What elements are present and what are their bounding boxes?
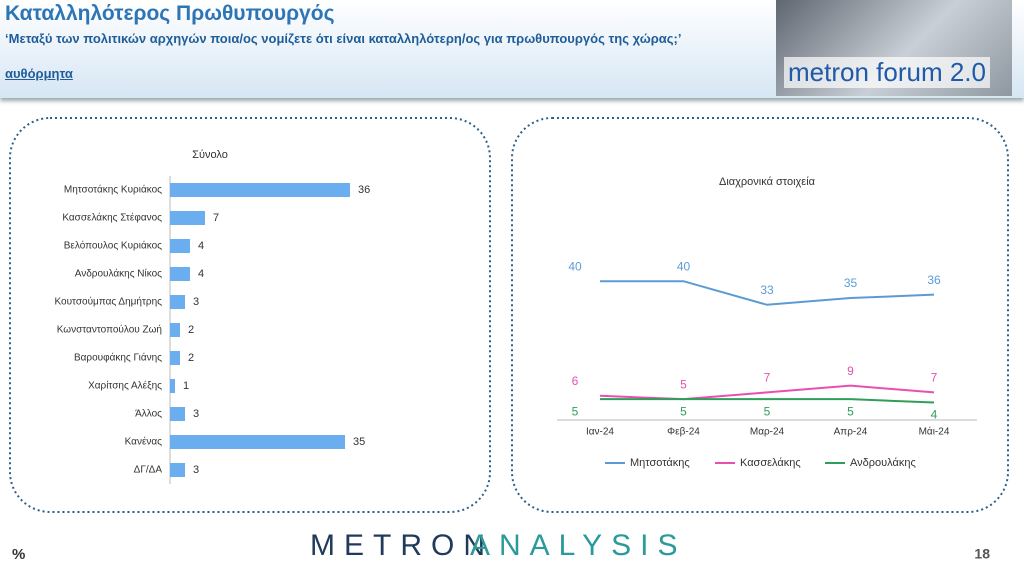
data-label: 2 xyxy=(188,352,194,364)
logo: metron forum 2.0 xyxy=(776,0,1012,96)
data-label: 4 xyxy=(198,268,204,280)
data-label: 5 xyxy=(572,404,579,418)
data-label: 6 xyxy=(572,374,579,388)
brand: ANALYSIS xyxy=(470,529,687,562)
data-label: 7 xyxy=(764,371,771,385)
data-label: 7 xyxy=(931,371,938,385)
bar xyxy=(170,295,185,309)
data-label: 33 xyxy=(760,283,774,297)
category-label: ΔΓ/ΔΑ xyxy=(134,465,163,476)
category-label: Άλλος xyxy=(135,409,162,420)
data-label: 3 xyxy=(193,464,199,476)
bar xyxy=(170,211,205,225)
logo-text: metron forum 2.0 xyxy=(784,57,990,88)
title: Καταλληλότερος Πρωθυπουργός xyxy=(5,2,335,25)
bar xyxy=(170,351,180,365)
data-label: 36 xyxy=(358,184,370,196)
data-label: 35 xyxy=(353,436,365,448)
header: Καταλληλότερος Πρωθυπουργός ‘Μεταξύ των … xyxy=(0,0,1024,98)
category-label: Κανένας xyxy=(125,436,163,448)
series-line xyxy=(600,398,935,404)
data-label: 40 xyxy=(568,259,582,273)
category-label: Μητσοτάκης Κυριάκος xyxy=(64,184,162,196)
legend-label: Μητσοτάκης xyxy=(630,457,690,469)
data-label: 5 xyxy=(680,377,687,391)
data-label: 40 xyxy=(677,259,691,273)
data-label: 4 xyxy=(931,408,938,422)
brand: METRON xyxy=(310,529,494,562)
x-tick-label: Ιαν-24 xyxy=(586,427,614,438)
series-line xyxy=(599,384,935,401)
data-label: 3 xyxy=(193,296,199,308)
bar xyxy=(170,183,350,197)
category-label: Κασσελάκης Στέφανος xyxy=(62,212,162,224)
bar xyxy=(170,323,180,337)
x-tick-label: Μαρ-24 xyxy=(750,427,785,438)
bar xyxy=(170,379,175,393)
page-number: 18 xyxy=(974,546,990,562)
legend-label: Κασσελάκης xyxy=(740,457,801,469)
chart-title: Σύνολο xyxy=(192,149,228,161)
data-label: 5 xyxy=(680,404,687,418)
series-line xyxy=(600,280,935,306)
category-label: Ανδρουλάκης Νίκος xyxy=(75,268,162,280)
x-tick-label: Φεβ-24 xyxy=(667,427,700,438)
question: ‘Μεταξύ των πολιτικών αρχηγών ποια/ος νο… xyxy=(5,31,682,46)
data-label: 1 xyxy=(183,380,189,392)
data-label: 36 xyxy=(927,273,941,287)
bar xyxy=(170,463,185,477)
data-label: 5 xyxy=(847,404,854,418)
note: αυθόρμητα xyxy=(5,66,73,81)
data-label: 5 xyxy=(764,404,771,418)
data-label: 9 xyxy=(847,364,854,378)
panel xyxy=(511,117,1009,513)
category-label: Κουτσούμπας Δημήτρης xyxy=(54,296,162,308)
bar xyxy=(170,407,185,421)
legend-label: Ανδρουλάκης xyxy=(850,457,916,469)
category-label: Βαρουφάκης Γιάνης xyxy=(74,352,162,364)
data-label: 35 xyxy=(844,276,858,290)
panel xyxy=(9,117,491,513)
x-tick-label: Απρ-24 xyxy=(834,427,868,438)
bar xyxy=(170,435,345,449)
bar xyxy=(170,239,190,253)
category-label: Κωνσταντοπούλου Ζωή xyxy=(57,324,162,336)
data-label: 4 xyxy=(198,240,204,252)
unit: % xyxy=(12,546,25,563)
x-tick-label: Μάι-24 xyxy=(919,426,950,438)
category-label: Χαρίτσης Αλέξης xyxy=(88,380,162,392)
chart-title: Διαχρονικά στοιχεία xyxy=(719,176,816,188)
data-label: 3 xyxy=(193,408,199,420)
category-label: Βελόπουλος Κυριάκος xyxy=(64,240,162,252)
data-label: 2 xyxy=(188,324,194,336)
data-label: 7 xyxy=(213,212,219,224)
bar xyxy=(170,267,190,281)
